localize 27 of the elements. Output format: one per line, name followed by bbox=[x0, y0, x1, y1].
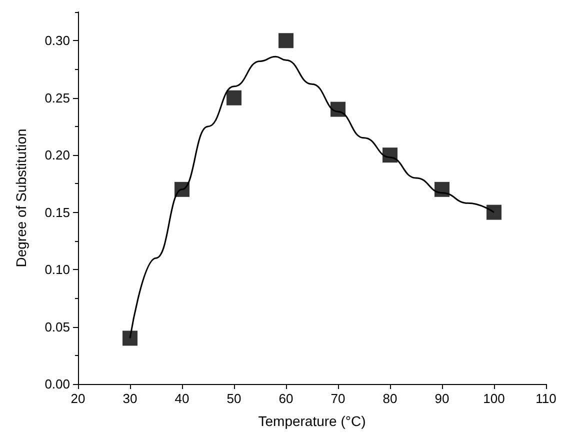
x-axis-title: Temperature (°C) bbox=[258, 413, 366, 429]
x-tick-label: 100 bbox=[483, 391, 505, 406]
point bbox=[122, 330, 138, 346]
point bbox=[382, 148, 398, 163]
point bbox=[174, 182, 190, 197]
y-tick-label: 0.15 bbox=[44, 204, 70, 220]
y-axis-title: Degree of Substitution bbox=[13, 128, 29, 268]
y-tick-label: 0.00 bbox=[44, 376, 70, 392]
x-tick-label: 90 bbox=[434, 391, 450, 406]
y-tick-label: 0.25 bbox=[44, 90, 70, 106]
x-tick-label: 50 bbox=[226, 391, 242, 406]
x-tick-label: 70 bbox=[330, 391, 346, 406]
point bbox=[278, 33, 294, 48]
x-tick-label: 110 bbox=[536, 391, 556, 406]
y-tick-label: 0.10 bbox=[44, 262, 70, 278]
x-tick-label: 30 bbox=[122, 391, 138, 406]
x-tick-label: 60 bbox=[278, 391, 294, 406]
y-tick-label: 0.30 bbox=[44, 33, 70, 48]
x-tick-label: 40 bbox=[174, 391, 190, 406]
x-tick-label: 80 bbox=[382, 391, 398, 406]
x-tick-label: 20 bbox=[70, 391, 86, 406]
y-tick-label: 0.20 bbox=[44, 148, 70, 163]
point bbox=[486, 204, 502, 220]
point bbox=[226, 90, 242, 106]
point bbox=[434, 182, 450, 197]
point bbox=[330, 102, 346, 117]
y-tick-label: 0.05 bbox=[44, 319, 70, 334]
